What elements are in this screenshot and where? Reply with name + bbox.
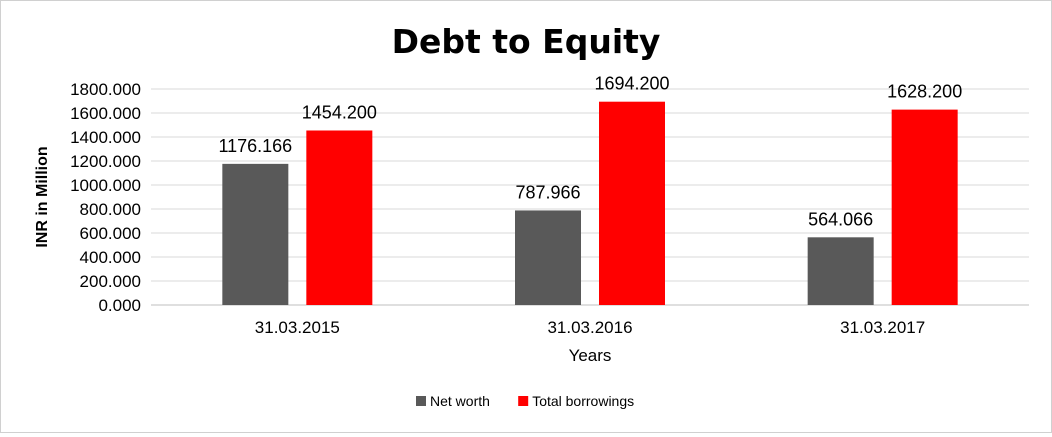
data-label: 787.966: [515, 182, 580, 202]
legend-entry: Total borrowings: [532, 393, 634, 409]
y-tick-label: 1600.000: [70, 104, 141, 123]
data-label: 1694.200: [594, 74, 669, 94]
bar: [891, 109, 958, 305]
data-label: 1628.200: [887, 82, 962, 102]
legend-swatch: [518, 396, 529, 406]
bar: [306, 130, 373, 305]
x-tick-label: 31.03.2015: [255, 318, 340, 337]
x-axis-label: Years: [569, 346, 612, 365]
data-label: 1176.166: [218, 136, 292, 156]
chart-title: Debt to Equity: [392, 22, 661, 61]
x-axis-ticks: 31.03.2015 31.03.2016 31.03.2017: [255, 318, 925, 337]
bar: [222, 163, 289, 305]
y-axis-ticks: 0.000 200.000 400.000 600.000 800.000 1000.00…: [70, 80, 141, 315]
legend-entry: Net worth: [430, 393, 490, 409]
y-tick-label: 1400.000: [70, 128, 141, 147]
bars: [222, 101, 958, 305]
data-label: 564.066: [808, 209, 873, 229]
bar: [515, 210, 581, 305]
bar: [599, 101, 665, 305]
y-tick-label: 200.000: [80, 272, 141, 291]
y-tick-label: 800.000: [80, 200, 141, 219]
y-axis-label: INR in Million: [34, 146, 51, 247]
bar: [807, 237, 874, 305]
x-tick-label: 31.03.2016: [547, 318, 632, 337]
y-tick-label: 1800.000: [70, 80, 141, 99]
legend-swatch: [416, 396, 426, 406]
y-tick-label: 400.000: [80, 248, 141, 267]
data-label: 1454.200: [302, 102, 377, 122]
y-tick-label: 600.000: [80, 224, 141, 243]
legend: Net worth Total borrowings: [416, 393, 634, 409]
y-tick-label: 1200.000: [70, 152, 141, 171]
data-labels: 1176.166 1454.200 787.966 1694.200 564.066 16…: [218, 74, 962, 230]
y-tick-label: 1000.000: [70, 176, 141, 195]
y-tick-label: 0.000: [98, 296, 141, 315]
x-tick-label: 31.03.2017: [840, 318, 925, 337]
grid-lines: [151, 88, 1029, 306]
